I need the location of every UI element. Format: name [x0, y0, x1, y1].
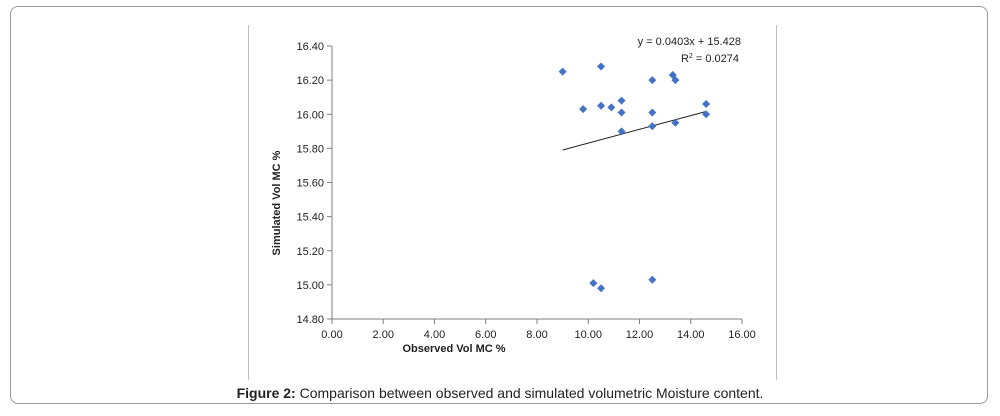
x-tick-label: 0.00	[321, 329, 342, 341]
y-tick-label: 15.40	[296, 212, 324, 224]
x-axis-label: Observed Vol MC %	[402, 343, 505, 355]
trendline-group	[562, 110, 707, 151]
tick-labels-group: 14.80 15.00 15.20 15.40 15.60 15.80 16.00 16.20…	[296, 41, 755, 341]
y-tick-label: 16.40	[296, 41, 324, 53]
data-point	[648, 76, 657, 85]
y-tick-label: 15.60	[296, 178, 324, 190]
data-point	[648, 122, 657, 131]
figure-frame: 14.80 15.00 15.20 15.40 15.60 15.80 16.00 16.20…	[10, 6, 988, 404]
data-point	[607, 103, 616, 112]
data-point	[617, 96, 626, 105]
x-tick-label: 4.00	[424, 329, 445, 341]
y-tick-label: 16.20	[296, 75, 324, 87]
data-point	[671, 118, 680, 127]
data-point	[597, 284, 606, 293]
figure-caption: Figure 2: Comparison between observed an…	[11, 385, 989, 401]
y-axis-label: Simulated Vol MC %	[271, 150, 283, 255]
scatter-chart: 14.80 15.00 15.20 15.40 15.60 15.80 16.00 16.20…	[271, 36, 756, 355]
data-point	[589, 279, 598, 288]
caption-label: Figure 2:	[236, 385, 296, 401]
y-tick-label: 16.00	[296, 109, 324, 121]
trendline-equation: y = 0.0403x + 15.428	[638, 36, 741, 48]
y-tick-label: 15.20	[296, 246, 324, 258]
points-group	[558, 62, 711, 293]
x-tick-label: 8.00	[526, 329, 547, 341]
data-point	[671, 76, 680, 85]
data-point	[702, 100, 711, 109]
data-point	[597, 101, 606, 110]
data-point	[617, 108, 626, 117]
data-point	[702, 110, 711, 119]
data-point	[597, 62, 606, 71]
caption-text: Comparison between observed and simulate…	[295, 385, 764, 401]
y-tick-label: 15.00	[296, 280, 324, 292]
chart-area: 14.80 15.00 15.20 15.40 15.60 15.80 16.00 16.20…	[248, 25, 777, 380]
y-tick-label: 15.80	[296, 143, 324, 155]
x-tick-label: 6.00	[475, 329, 496, 341]
data-point	[579, 105, 588, 114]
data-point	[648, 108, 657, 117]
y-tick-label: 14.80	[296, 314, 324, 326]
data-point	[617, 127, 626, 136]
x-tick-label: 2.00	[373, 329, 394, 341]
data-point	[558, 67, 567, 76]
r-squared-label: R2 = 0.0274	[681, 53, 739, 65]
x-tick-label: 10.00	[574, 329, 602, 341]
data-point	[648, 275, 657, 284]
x-tick-label: 12.00	[626, 329, 654, 341]
x-tick-label: 16.00	[728, 329, 756, 341]
x-tick-label: 14.00	[677, 329, 705, 341]
trendline	[562, 110, 707, 151]
axes-group	[327, 45, 743, 324]
